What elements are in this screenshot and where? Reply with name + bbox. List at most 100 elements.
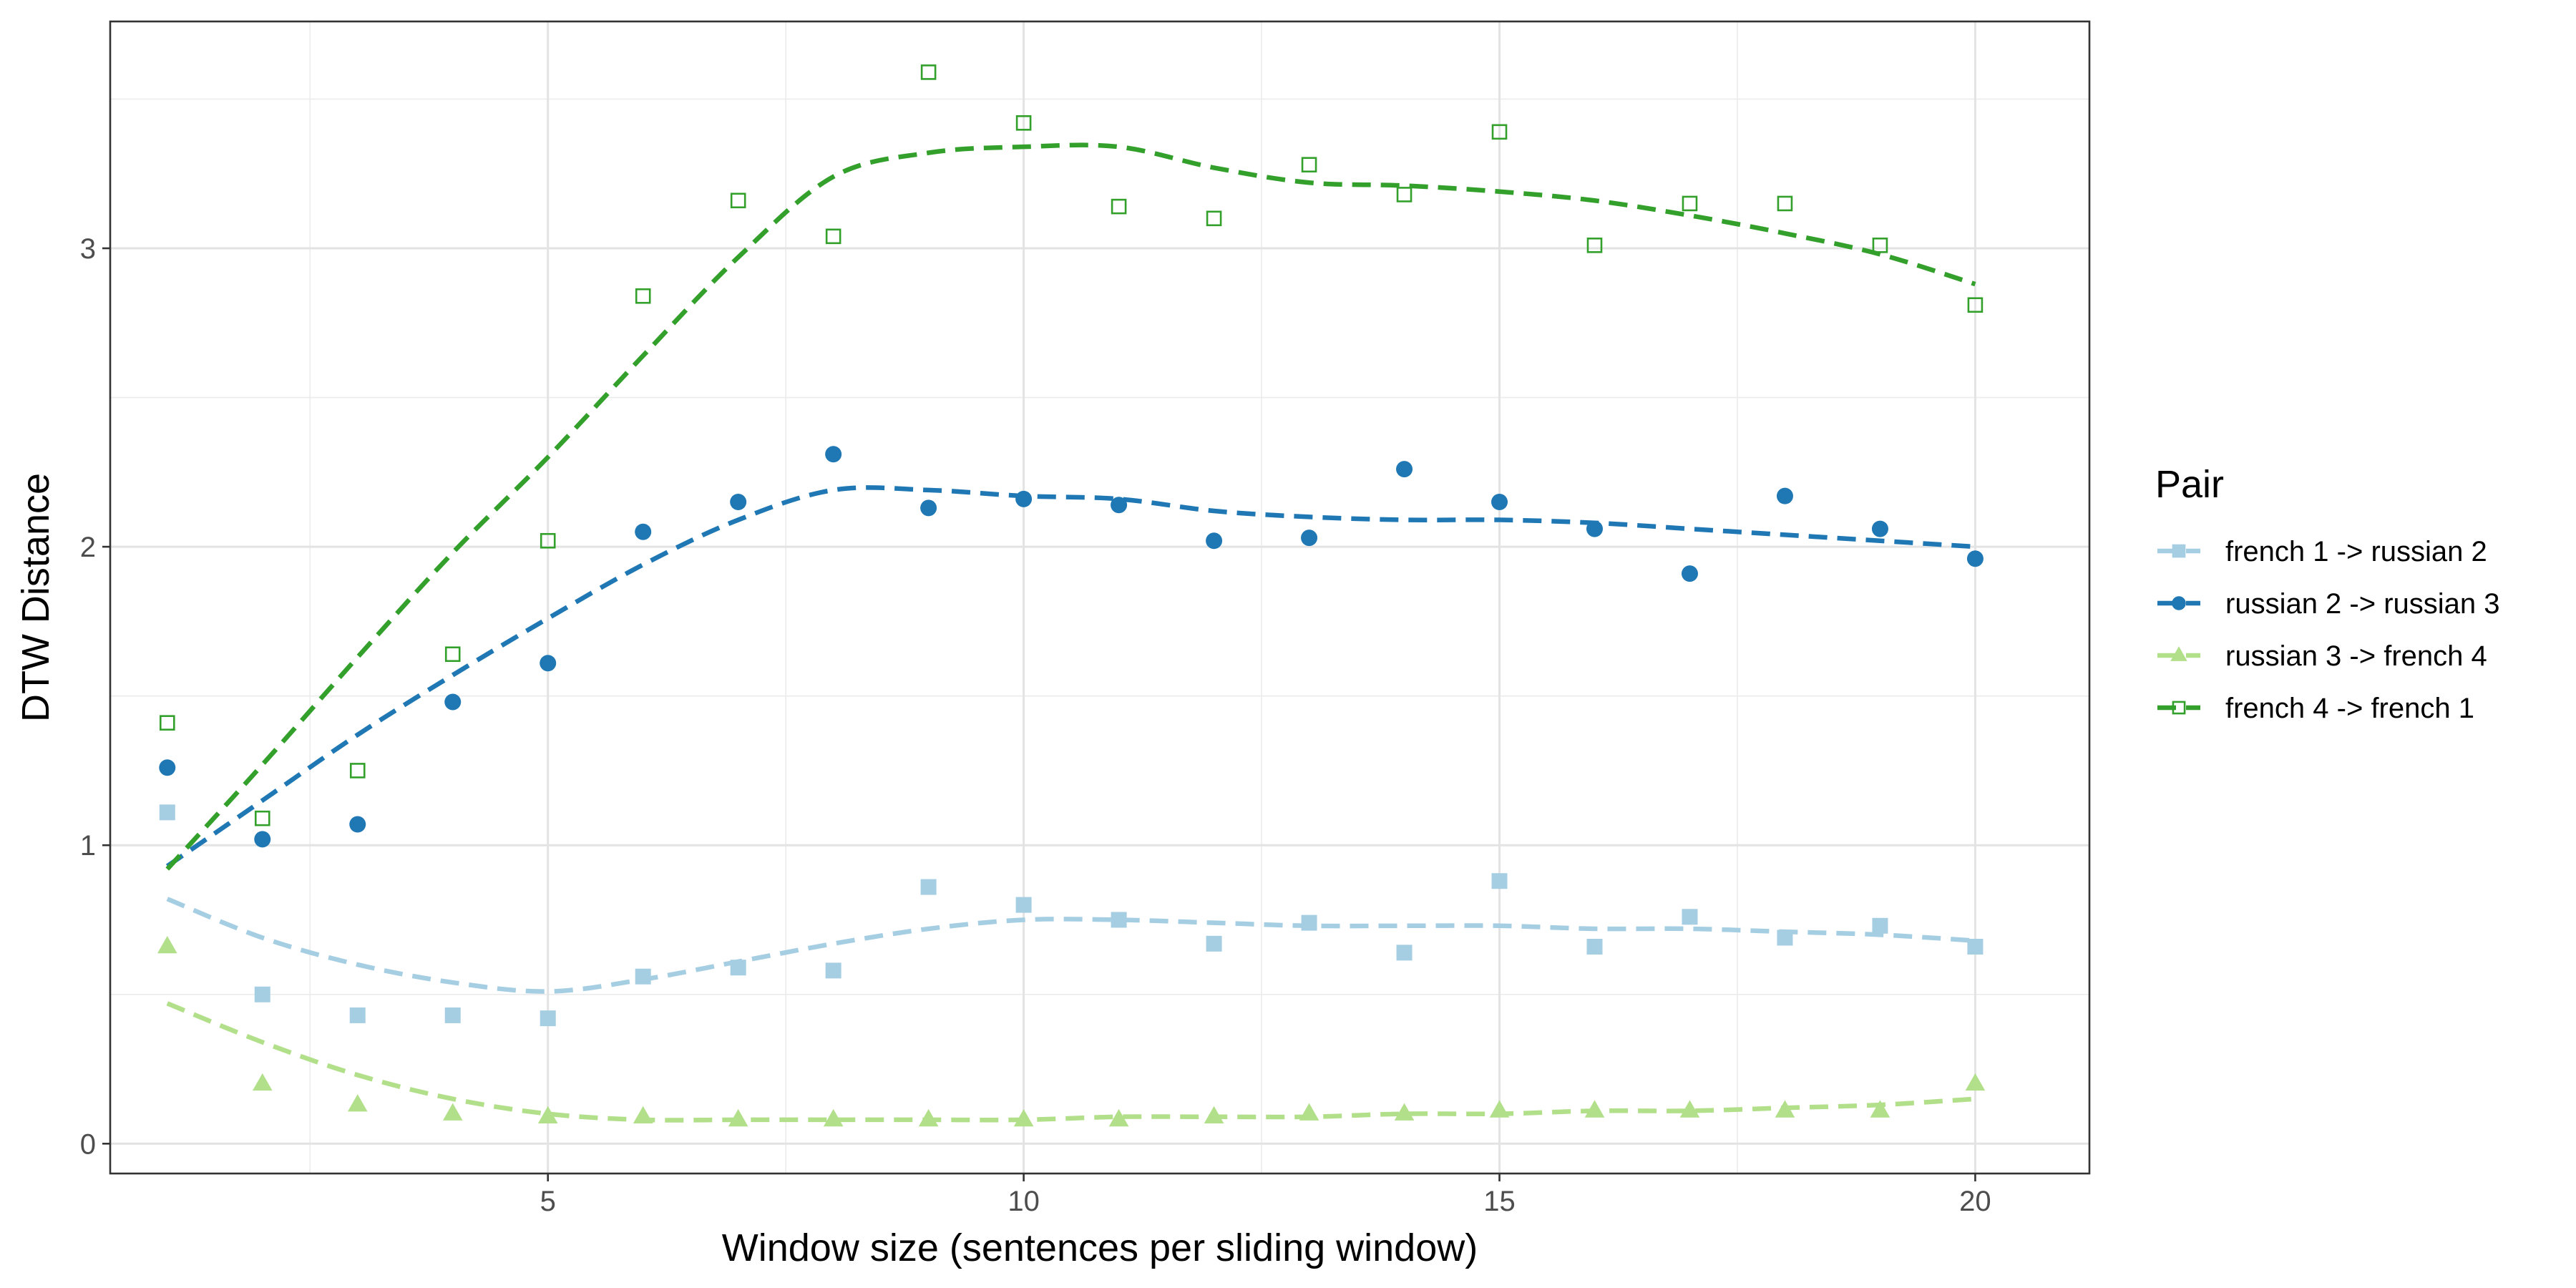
series-4-point bbox=[444, 646, 461, 663]
series-3-point bbox=[1679, 1100, 1700, 1118]
series-3-point bbox=[157, 936, 177, 954]
series-4-point bbox=[1586, 238, 1603, 253]
series-4-point bbox=[1301, 157, 1317, 173]
series-4-point bbox=[349, 763, 366, 779]
series-3-trend-line bbox=[166, 1001, 1976, 1123]
series-1-point bbox=[920, 879, 937, 895]
series-4-point bbox=[1015, 115, 1032, 131]
series-2-trend-line bbox=[165, 485, 1976, 869]
series-1-point bbox=[1872, 917, 1888, 934]
series-4-point bbox=[920, 64, 937, 80]
x-tick-label: 20 bbox=[1959, 1186, 1991, 1217]
series-3-point bbox=[1299, 1103, 1319, 1121]
series-1-point bbox=[1586, 939, 1603, 955]
series-3-point bbox=[252, 1073, 273, 1091]
series-4-point bbox=[1491, 124, 1508, 140]
y-tick-label: 1 bbox=[80, 830, 96, 862]
series-1-point bbox=[1682, 909, 1698, 925]
series-2-point bbox=[1966, 550, 1984, 567]
series-2-point bbox=[825, 446, 842, 463]
series-2-point bbox=[635, 523, 652, 540]
x-tick-label: 5 bbox=[540, 1186, 556, 1217]
series-2-point bbox=[730, 494, 747, 511]
series-3-point bbox=[1775, 1100, 1795, 1118]
series-3-point bbox=[1489, 1100, 1510, 1118]
x-axis-title: Window size (sentences per sliding windo… bbox=[722, 1226, 1478, 1269]
series-3-point bbox=[347, 1094, 368, 1112]
series-4-point bbox=[1396, 187, 1413, 203]
series-3-point bbox=[1394, 1103, 1415, 1121]
series-1-point bbox=[1396, 945, 1413, 961]
series-2-point bbox=[159, 759, 176, 776]
x-tick-label: 10 bbox=[1008, 1186, 1040, 1217]
legend-item-3-label: russian 3 -> french 4 bbox=[2225, 640, 2487, 672]
series-3-point bbox=[728, 1108, 748, 1127]
series-2-point bbox=[254, 831, 271, 848]
series-3-point bbox=[918, 1108, 939, 1127]
series-1-point bbox=[540, 1010, 556, 1027]
x-axis-ticks: 5 10 15 20 bbox=[540, 1174, 1991, 1217]
series-1-point bbox=[1301, 914, 1317, 931]
series-3-point bbox=[823, 1108, 844, 1127]
series-4-point bbox=[1872, 238, 1888, 253]
trend-lines bbox=[165, 142, 1976, 1123]
series-2-point bbox=[1396, 461, 1413, 478]
series-1-point bbox=[1777, 930, 1793, 946]
series-1-point bbox=[730, 960, 746, 976]
legend: french 1 -> russian 2 russian 2 -> russia… bbox=[2157, 536, 2500, 724]
series-3-point bbox=[1870, 1100, 1890, 1118]
series-2-point bbox=[1871, 520, 1888, 537]
series-3-point bbox=[1108, 1108, 1129, 1127]
legend-item-1-marker bbox=[2172, 544, 2186, 558]
plot-panel-border bbox=[109, 20, 2091, 1175]
series-3-point bbox=[1965, 1073, 1986, 1091]
series-1-point bbox=[254, 986, 270, 1002]
series-1-point bbox=[635, 968, 651, 985]
series-2-point bbox=[1111, 497, 1128, 514]
series-1-point bbox=[1967, 939, 1984, 955]
series-1-trend-line bbox=[166, 897, 1976, 994]
legend-item-3-marker bbox=[2170, 646, 2187, 661]
series-2-point bbox=[1681, 565, 1698, 582]
series-3-point bbox=[1204, 1106, 1224, 1124]
series-4-point bbox=[635, 288, 651, 304]
data-points bbox=[157, 64, 1986, 1127]
series-1-point bbox=[159, 804, 175, 821]
series-1-point bbox=[349, 1007, 366, 1023]
series-3-point bbox=[442, 1103, 463, 1121]
series-1-point bbox=[1206, 935, 1222, 952]
series-3-point bbox=[1013, 1108, 1034, 1127]
series-2-point bbox=[1586, 520, 1603, 537]
series-1-point bbox=[825, 962, 841, 979]
y-tick-label: 0 bbox=[80, 1128, 96, 1160]
series-4-point bbox=[540, 532, 556, 549]
legend-item-2-marker bbox=[2172, 596, 2186, 610]
series-4-point bbox=[1206, 210, 1222, 227]
grid-layer bbox=[110, 21, 2089, 1174]
series-1-point bbox=[1491, 873, 1508, 889]
series-4-point bbox=[825, 228, 841, 245]
legend-item-1-label: french 1 -> russian 2 bbox=[2225, 536, 2487, 567]
y-axis-ticks: 0 1 2 3 bbox=[80, 233, 110, 1160]
legend-item-4-label: french 4 -> french 1 bbox=[2225, 693, 2474, 724]
legend-title: Pair bbox=[2155, 463, 2224, 506]
series-4-point bbox=[730, 192, 746, 209]
series-4-point bbox=[1111, 198, 1127, 215]
series-4-point bbox=[254, 810, 270, 826]
series-4-point bbox=[159, 715, 175, 731]
series-3-point bbox=[1584, 1100, 1605, 1118]
series-4-trend-line bbox=[165, 142, 1976, 871]
series-3-point bbox=[633, 1106, 653, 1124]
y-axis-title: DTW Distance bbox=[14, 473, 57, 722]
x-tick-label: 15 bbox=[1483, 1186, 1516, 1217]
series-2-point bbox=[1491, 494, 1508, 511]
y-tick-label: 3 bbox=[80, 233, 96, 265]
series-2-point bbox=[1776, 487, 1793, 504]
legend-item-2-label: russian 2 -> russian 3 bbox=[2225, 588, 2500, 620]
legend-item-4-marker bbox=[2172, 701, 2186, 715]
series-1-point bbox=[444, 1007, 461, 1023]
series-2-point bbox=[1015, 490, 1033, 507]
series-3-point bbox=[537, 1106, 558, 1124]
